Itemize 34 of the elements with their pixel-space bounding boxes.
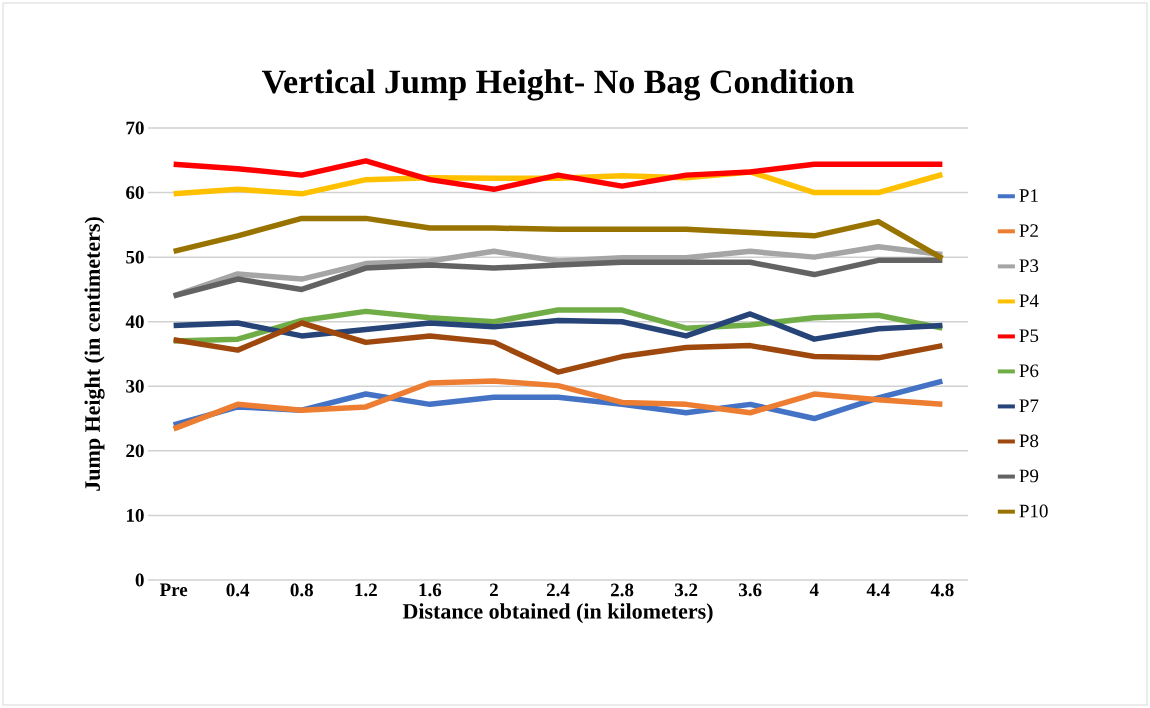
- legend-label: P8: [1019, 434, 1039, 448]
- legend-label: P10: [1019, 504, 1048, 518]
- x-tick-label: 4.8: [930, 583, 954, 597]
- x-tick-label: 4.4: [866, 583, 890, 597]
- x-tick-label: 2.8: [611, 583, 634, 597]
- legend-label: P6: [1019, 364, 1039, 378]
- x-tick-label: 3.2: [674, 583, 698, 597]
- legend-label: P7: [1019, 399, 1039, 412]
- x-tick-label: 2: [490, 583, 498, 597]
- y-tick-label: 60: [126, 186, 144, 199]
- chart-title: Vertical Jump Height- No Bag Condition: [261, 69, 854, 101]
- legend-label: P1: [1019, 189, 1038, 202]
- x-tick-label: 1.6: [419, 583, 442, 597]
- x-axis-title: Distance obtained (in kilometers): [402, 603, 713, 624]
- y-tick-label: 30: [126, 379, 144, 393]
- y-tick-label: 10: [127, 509, 144, 522]
- legend-label: P9: [1019, 469, 1039, 483]
- legend-label: P2: [1019, 224, 1038, 237]
- x-tick-label: 3.6: [739, 583, 762, 597]
- legend-label: P3: [1019, 259, 1039, 273]
- y-axis-title: Jump Height (in centimeters): [84, 217, 105, 491]
- x-tick-label: 4: [809, 583, 819, 597]
- legend-label: P5: [1019, 329, 1039, 343]
- x-tick-label: 0.8: [290, 583, 313, 597]
- y-tick-label: 20: [126, 444, 144, 458]
- y-tick-label: 70: [126, 121, 144, 135]
- x-tick-label: 0.4: [226, 583, 250, 597]
- legend-label: P4: [1019, 294, 1039, 307]
- y-tick-label: 40: [125, 315, 144, 329]
- x-tick-label: 2.4: [546, 583, 570, 597]
- x-tick-label: 1.2: [355, 583, 377, 597]
- y-tick-label: 50: [126, 250, 144, 264]
- y-tick-label: 0: [135, 573, 144, 587]
- x-tick-label: Pre: [159, 583, 188, 597]
